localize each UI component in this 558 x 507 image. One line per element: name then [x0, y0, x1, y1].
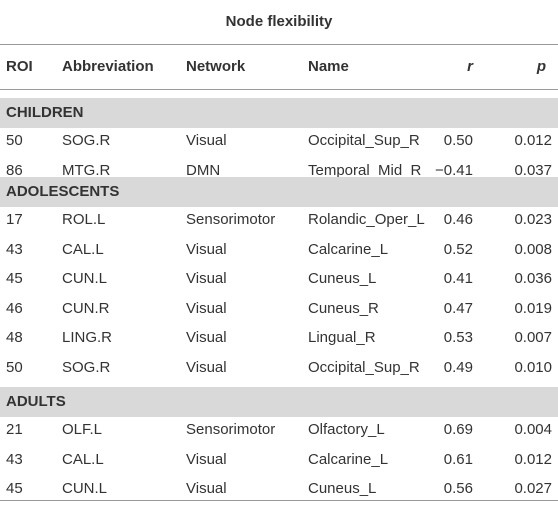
cell-network: Visual [186, 480, 227, 497]
cell-r: −0.41 [435, 161, 473, 179]
cell-name: Cuneus_L [308, 270, 377, 287]
cell-roi: 50 [6, 132, 23, 149]
table-row: 43 CAL.L Visual Calcarine_L 0.61 0.012 [0, 445, 558, 474]
cell-network: Visual [186, 270, 227, 287]
bottom-rule [0, 500, 558, 501]
header-network: Network [186, 58, 246, 75]
cell-name: Lingual_R [308, 329, 376, 346]
cell-abbreviation: OLF.L [62, 421, 103, 438]
cell-abbreviation: CUN.L [62, 270, 108, 287]
cell-abbreviation: SOG.R [62, 132, 111, 149]
cell-r: 0.52 [443, 240, 473, 258]
cell-p: 0.008 [514, 240, 552, 258]
cell-name: Occipital_Sup_R [308, 358, 420, 376]
cell-r: 0.50 [443, 132, 473, 149]
cell-name: Calcarine_L [308, 240, 389, 258]
header-roi: ROI [6, 58, 33, 75]
cell-network: Visual [186, 358, 227, 376]
cell-abbreviation: CUN.R [62, 299, 110, 317]
table-row: 50 SOG.R Visual Occipital_Sup_R 0.49 0.010 [0, 353, 558, 382]
group-label: ADULTS [6, 393, 66, 410]
cell-roi: 43 [6, 450, 23, 468]
cell-network: Visual [186, 240, 227, 258]
cell-p: 0.019 [514, 299, 552, 317]
cell-r: 0.56 [443, 480, 473, 497]
cell-roi: 17 [6, 211, 23, 228]
table-row: 45 CUN.L Visual Cuneus_L 0.41 0.036 [0, 264, 558, 293]
cell-network: Sensorimotor [186, 421, 276, 438]
cell-network: Visual [186, 450, 227, 468]
cell-p: 0.012 [514, 450, 552, 468]
table-row: 46 CUN.R Visual Cuneus_R 0.47 0.019 [0, 294, 558, 323]
cell-abbreviation: CAL.L [62, 450, 104, 468]
cell-roi: 45 [6, 270, 23, 287]
table-row: 50 SOG.R Visual Occipital_Sup_R 0.50 0.012 [0, 126, 558, 155]
cell-r: 0.69 [443, 421, 473, 438]
cell-name: Rolandic_Oper_L [308, 211, 425, 228]
cell-network: Visual [186, 329, 227, 346]
cell-abbreviation: CAL.L [62, 240, 104, 258]
cell-roi: 48 [6, 329, 23, 346]
cell-network: Sensorimotor [186, 211, 276, 228]
cell-roi: 21 [6, 421, 23, 438]
cell-r: 0.49 [443, 358, 473, 376]
table-row: 45 CUN.L Visual Cuneus_L 0.56 0.027 [0, 474, 558, 503]
cell-abbreviation: LING.R [62, 329, 113, 346]
group-label: ADOLESCENTS [6, 183, 120, 200]
cell-roi: 45 [6, 480, 23, 497]
cell-p: 0.012 [514, 132, 552, 149]
table-title: Node flexibility [225, 13, 333, 30]
cell-abbreviation: CUN.L [62, 480, 108, 497]
cell-roi: 43 [6, 240, 23, 258]
cell-r: 0.61 [443, 450, 473, 468]
cell-roi: 86 [6, 161, 23, 179]
cell-r: 0.53 [443, 329, 473, 346]
cell-network: Visual [186, 299, 227, 317]
cell-network: DMN [186, 161, 221, 179]
cell-r: 0.46 [443, 211, 473, 228]
group-header: ADULTS [0, 387, 558, 417]
cell-r: 0.41 [443, 270, 473, 287]
cell-name: Occipital_Sup_R [308, 132, 420, 149]
cell-p: 0.023 [514, 211, 552, 228]
cell-name: Temporal_Mid_R [308, 161, 422, 179]
cell-name: Olfactory_L [308, 421, 385, 438]
top-rule [0, 44, 558, 45]
table-row: 86 MTG.R DMN Temporal_Mid_R −0.41 0.037 [0, 156, 558, 185]
cell-p: 0.037 [514, 161, 552, 179]
table-row: 48 LING.R Visual Lingual_R 0.53 0.007 [0, 323, 558, 352]
cell-abbreviation: SOG.R [62, 358, 111, 376]
header-p: p [536, 58, 546, 75]
cell-p: 0.036 [514, 270, 552, 287]
cell-roi: 46 [6, 299, 23, 317]
cell-roi: 50 [6, 358, 23, 376]
group-label: CHILDREN [6, 104, 84, 121]
cell-p: 0.004 [514, 421, 552, 438]
cell-name: Calcarine_L [308, 450, 389, 468]
group-header: CHILDREN [0, 98, 558, 128]
header-r: r [467, 58, 473, 75]
header-name: Name [308, 58, 349, 75]
cell-p: 0.007 [514, 329, 552, 346]
cell-abbreviation: MTG.R [62, 161, 111, 179]
table-row: 21 OLF.L Sensorimotor Olfactory_L 0.69 0.004 [0, 415, 558, 444]
group-header: ADOLESCENTS [0, 177, 558, 207]
cell-name: Cuneus_R [308, 299, 379, 317]
cell-p: 0.010 [514, 358, 552, 376]
cell-abbreviation: ROL.L [62, 211, 106, 228]
cell-network: Visual [186, 132, 227, 149]
header-rule [0, 89, 558, 90]
header-abbreviation: Abbreviation [62, 58, 154, 75]
cell-r: 0.47 [443, 299, 473, 317]
cell-name: Cuneus_L [308, 480, 377, 497]
cell-p: 0.027 [514, 480, 552, 497]
table-row: 43 CAL.L Visual Calcarine_L 0.52 0.008 [0, 235, 558, 264]
table-row: 17 ROL.L Sensorimotor Rolandic_Oper_L 0.46 0.… [0, 205, 558, 234]
